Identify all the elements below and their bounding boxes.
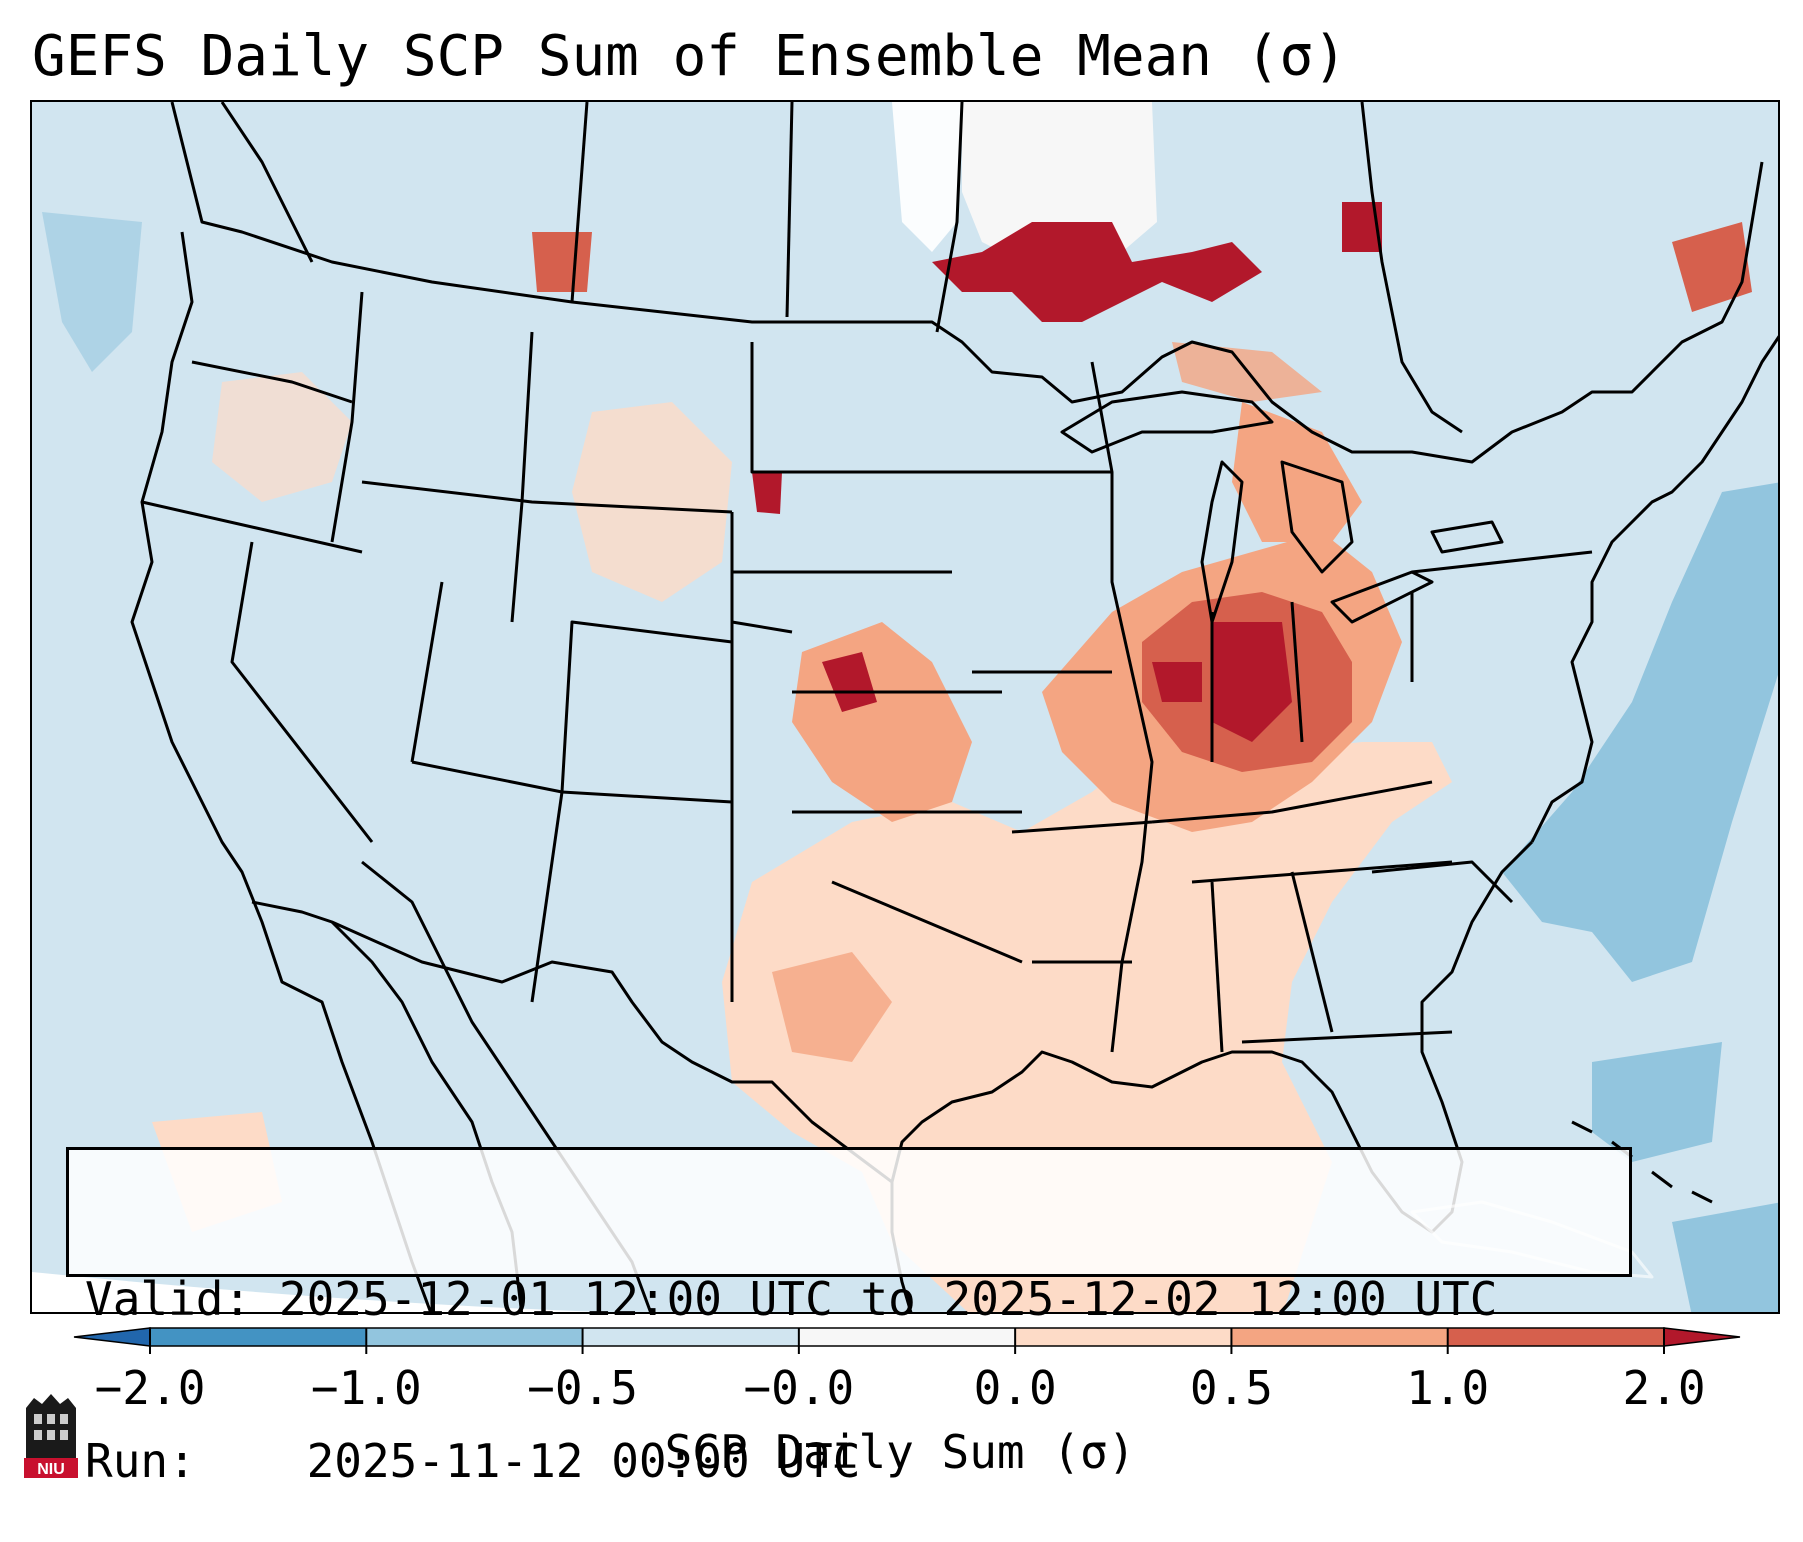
colorbar-bin (366, 1328, 584, 1346)
state-nc-sc (1371, 860, 1514, 904)
colorbar-extend-high (1663, 1327, 1741, 1347)
logo-tower (26, 1394, 76, 1458)
state-tn-ms-al-ga (1191, 860, 1453, 884)
logo-window-5 (47, 1430, 55, 1440)
state-ca-nv (230, 541, 374, 843)
state-ky-tn (1151, 780, 1433, 824)
state-mt-wy (361, 480, 733, 514)
state-nv-ut (410, 581, 444, 763)
colorbar-tick-label: −2.0 (94, 1361, 206, 1415)
valid-row: Valid: 2025-12-01 12:00 UTC to 2025-12-0… (85, 1272, 1629, 1326)
colorbar-bin (798, 1328, 1016, 1346)
colorbar-tick-label: 1.0 (1406, 1361, 1490, 1415)
colorbar-tick-label: 2.0 (1622, 1361, 1706, 1415)
region-upper-midwest-canada (932, 222, 1262, 322)
colorbar-tick-label: −0.0 (743, 1361, 855, 1415)
border-alberta-sask (570, 102, 589, 303)
coast-east (1530, 335, 1778, 843)
region-montana-core (532, 232, 592, 292)
state-or-ca-nv (141, 500, 363, 554)
valid-label: Valid: (85, 1272, 252, 1326)
border-canada-us (170, 102, 1764, 464)
logo-window-1 (34, 1414, 42, 1424)
region-kansas-core (822, 652, 877, 712)
colorbar-tick-label: 0.0 (973, 1361, 1057, 1415)
region-quebec-core (1672, 222, 1752, 312)
border-sask-manitoba (785, 102, 794, 318)
valid-value: 2025-12-01 12:00 UTC to 2025-12-02 12:00… (278, 1272, 1498, 1326)
state-ok-tx (831, 880, 1023, 964)
colorbar-bin (1447, 1328, 1665, 1346)
state-wy-sd-ne (730, 512, 793, 634)
colorbar-bin (1015, 1328, 1232, 1346)
colorbar-bins (73, 1327, 1741, 1347)
region-pacific-neg (42, 212, 142, 372)
state-pa-ny (1411, 550, 1593, 574)
colorbar-bin (582, 1328, 800, 1346)
coast-gulf (890, 840, 1534, 1234)
region-illinois-core (1152, 662, 1202, 702)
region-western-atlantic (1502, 482, 1778, 982)
projection-edge (32, 1272, 601, 1312)
border-us-mexico (251, 900, 893, 1184)
region-texas-moderate (772, 952, 892, 1062)
colorbar-bin (1231, 1328, 1449, 1346)
lake-ontario (1430, 520, 1504, 554)
state-mississippi-river (1090, 361, 1154, 1053)
logo-window-3 (60, 1414, 68, 1424)
colorbar-tick-label: 0.5 (1189, 1361, 1273, 1415)
region-gulf-of-maine-neg (1672, 1202, 1778, 1312)
region-wyoming-core (752, 472, 782, 514)
lake-michigan (1200, 460, 1244, 624)
colorbar-extend-low (73, 1327, 151, 1347)
state-id-wy (510, 331, 534, 623)
chart-title: GEFS Daily SCP Sum of Ensemble Mean (σ) (32, 24, 1347, 89)
region-mountain-positive (572, 402, 732, 602)
state-ms-al (1210, 881, 1224, 1053)
colorbar-ticks (149, 1328, 1665, 1354)
colorbar-bin (150, 1328, 367, 1346)
state-wa-or (191, 360, 353, 404)
logo-window-6 (60, 1430, 68, 1440)
run-label: Run: (85, 1434, 196, 1488)
logo-text: NIU (37, 1461, 65, 1478)
logo-window-4 (34, 1430, 42, 1440)
coast-west (130, 231, 433, 1312)
lake-erie (1330, 570, 1434, 624)
region-great-lakes-moderate (1232, 402, 1362, 542)
lake-superior (1060, 390, 1274, 454)
state-id-mt (330, 291, 364, 543)
state-nd-sd (750, 342, 952, 474)
scp-field (32, 102, 1778, 1312)
region-hudson-core (1342, 202, 1382, 252)
logo-window-2 (47, 1414, 55, 1424)
region-indiana-core (1212, 622, 1292, 742)
colorbar (73, 1327, 1741, 1354)
region-atlantic-south (1592, 1042, 1722, 1162)
niu-logo: NIU (24, 1394, 78, 1478)
state-ga-fl (1241, 1030, 1453, 1044)
run-row: Run: 2025-11-12 00:00 UTC (85, 1434, 1629, 1488)
logo-red-band (24, 1458, 78, 1478)
colorbar-label: SCP Daily Sum (σ) (664, 1425, 1136, 1479)
border-bc-alberta (220, 102, 314, 263)
region-nw-positive (212, 372, 352, 502)
run-value: 2025-11-12 00:00 UTC (306, 1434, 861, 1488)
border-manitoba-ontario (935, 102, 964, 333)
state-mo-ar (1011, 820, 1153, 834)
region-central-canada-2 (892, 102, 962, 252)
map-panel (30, 100, 1780, 1314)
political-borders (130, 102, 1778, 1312)
state-in-oh (1290, 601, 1304, 743)
state-al-ga (1290, 871, 1334, 1033)
border-ontario-quebec (1360, 102, 1463, 434)
valid-run-info-box: Valid: 2025-12-01 12:00 UTC to 2025-12-0… (66, 1147, 1632, 1488)
lake-huron (1280, 460, 1354, 574)
state-co-nm (560, 620, 733, 793)
state-az-nm (530, 791, 564, 1003)
colorbar-tick-label: −1.0 (310, 1361, 422, 1415)
colorbar-tick-label: −0.5 (527, 1361, 638, 1415)
map-svg (32, 102, 1778, 1312)
